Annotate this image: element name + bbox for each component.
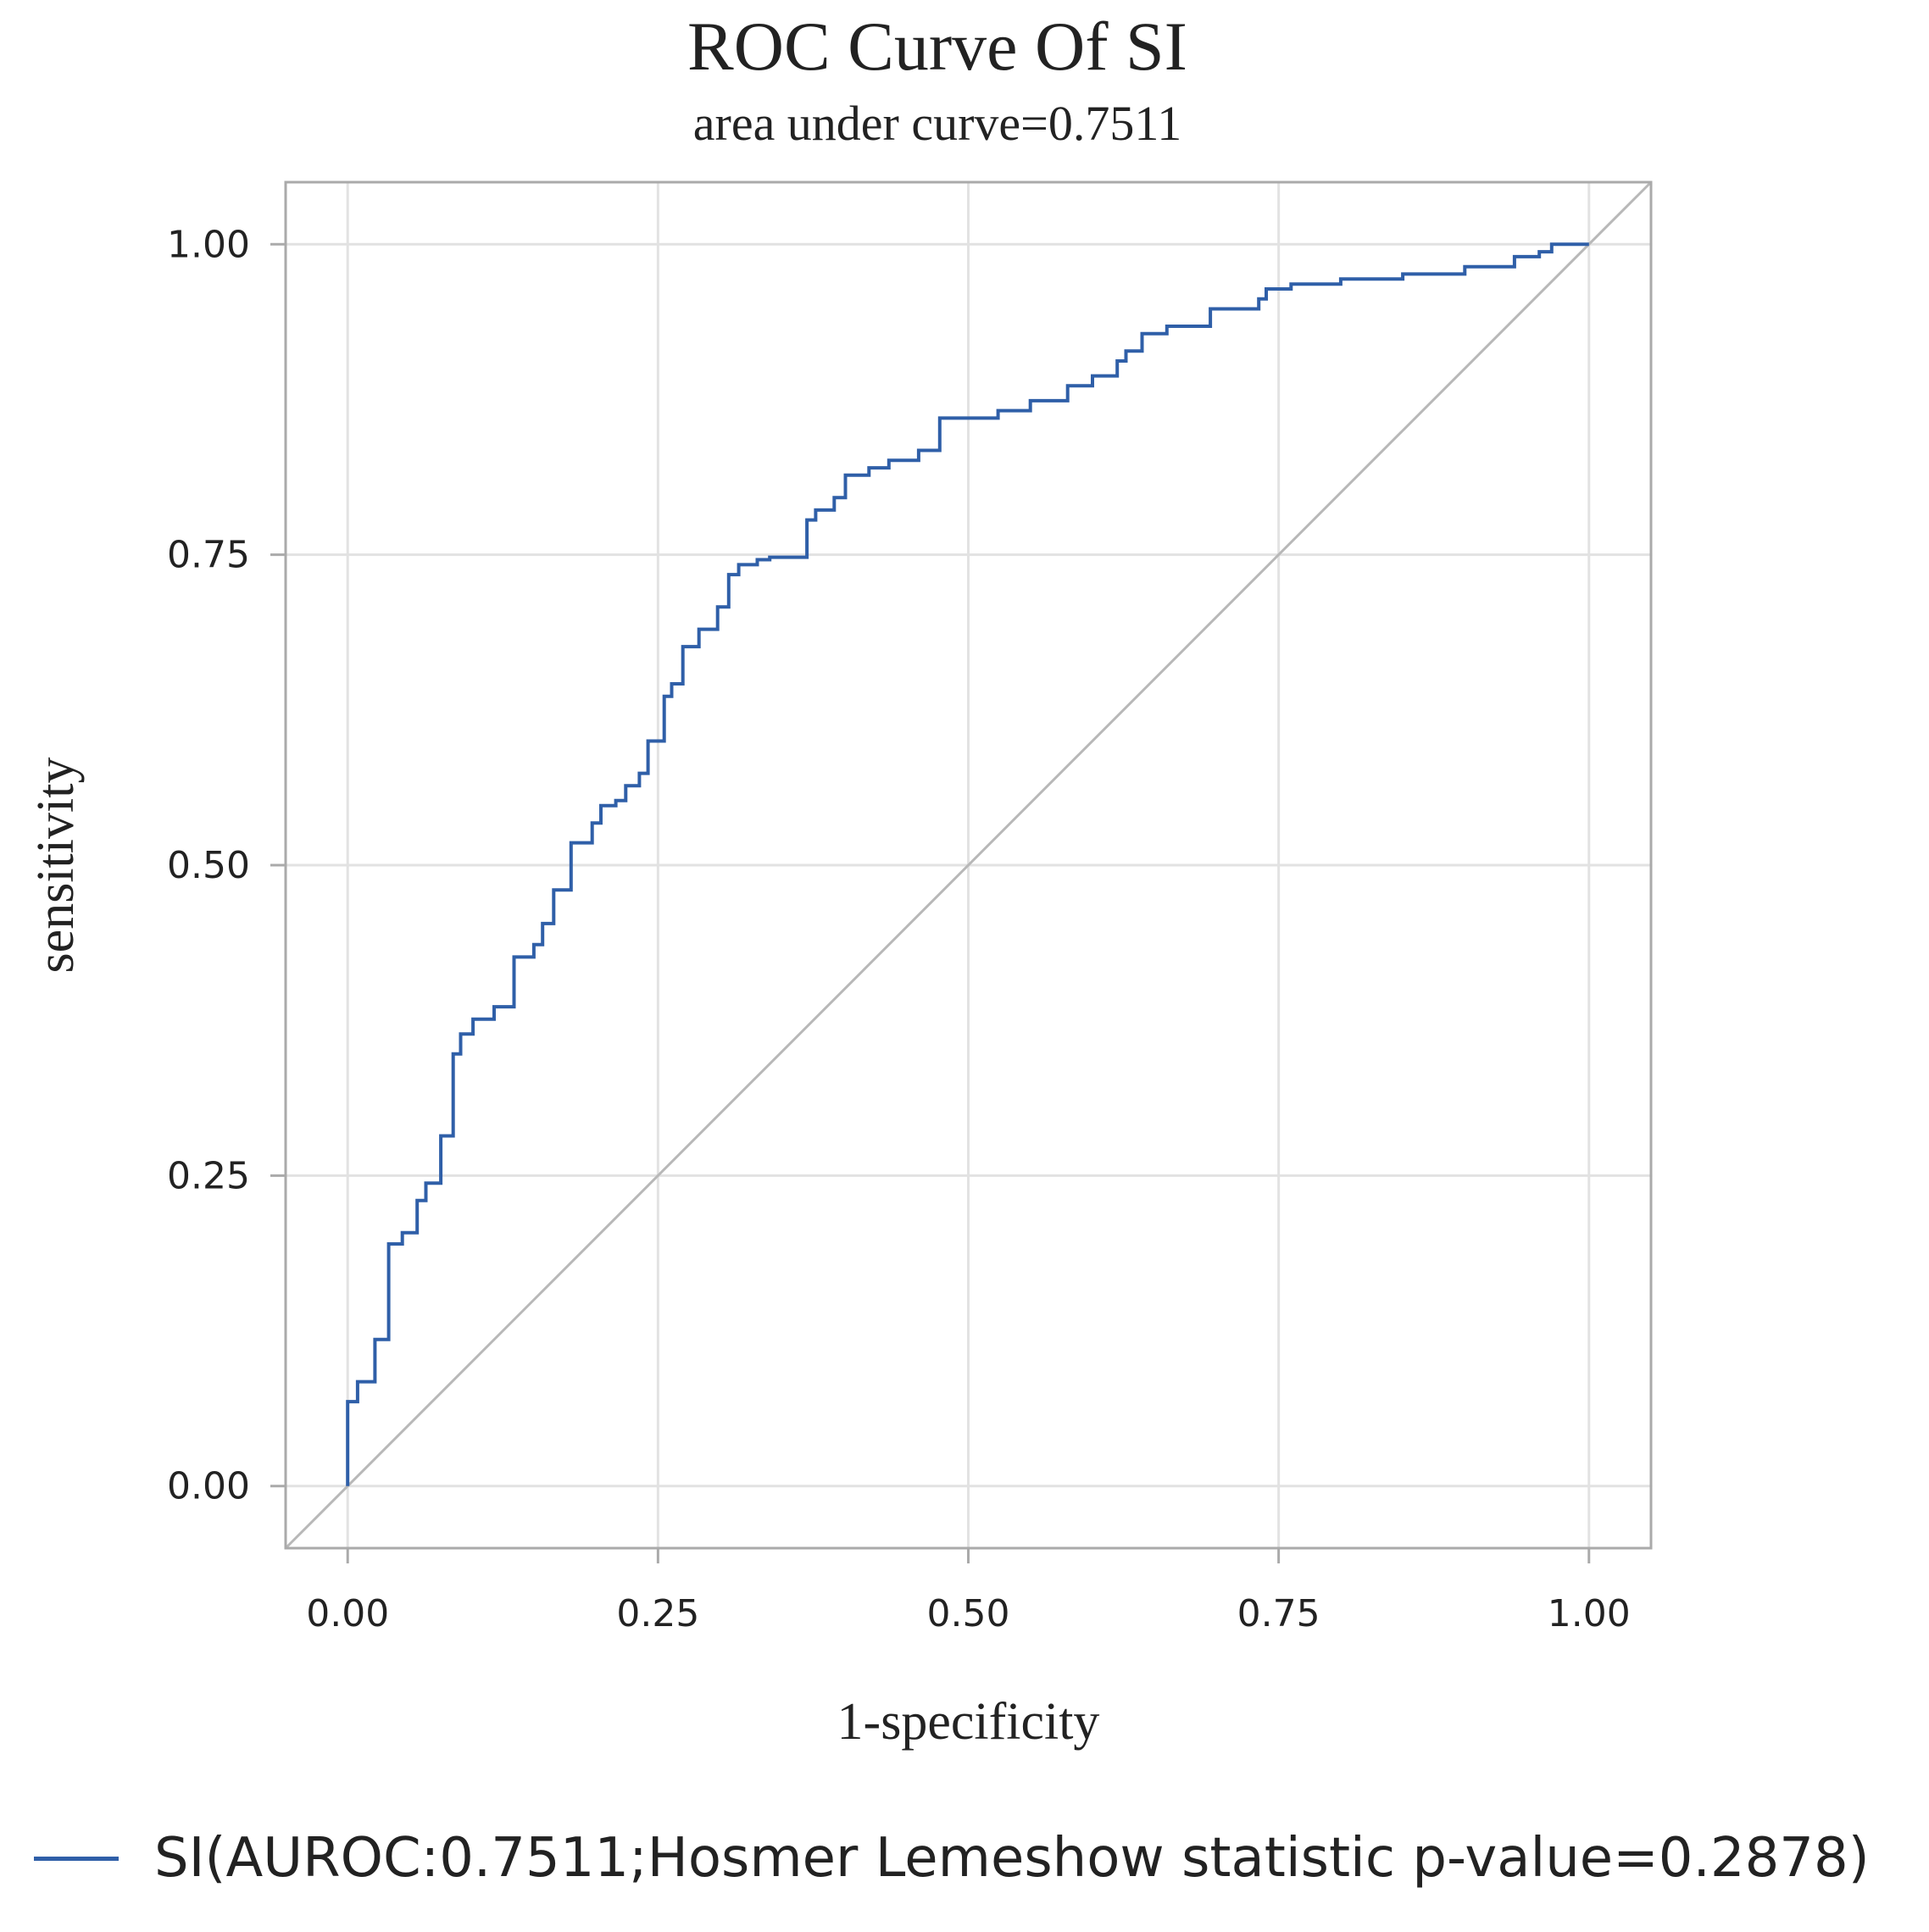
y-tick-label: 1.00 <box>167 223 250 266</box>
y-tick-label: 0.50 <box>167 844 250 887</box>
x-tick-label: 0.50 <box>927 1592 1010 1635</box>
x-tick-label: 1.00 <box>1548 1592 1631 1635</box>
x-tick-label: 0.00 <box>306 1592 389 1635</box>
reference-diagonal-line <box>284 180 1653 1550</box>
x-tick-label: 0.25 <box>616 1592 699 1635</box>
roc-curve-line <box>346 242 1589 1486</box>
y-tick-label: 0.75 <box>167 534 250 577</box>
x-axis-label: 1-specificity <box>837 1693 1100 1751</box>
legend-label: SI(AUROC:0.7511;Hosmer Lemeshow statisti… <box>154 1827 1870 1890</box>
legend-swatch <box>34 1856 119 1861</box>
x-tick-label: 0.75 <box>1237 1592 1320 1635</box>
chart-title: ROC Curve Of SI <box>687 8 1187 85</box>
y-axis-label: sensitivity <box>27 758 85 974</box>
chart-subtitle: area under curve=0.7511 <box>692 96 1182 151</box>
roc-chart: 0.00 0.25 0.50 0.75 1.00 0.00 0.25 0.50 0.75 1.00… <box>27 180 1653 1751</box>
y-tick-label: 0.00 <box>167 1465 250 1508</box>
legend: SI(AUROC:0.7511;Hosmer Lemeshow statisti… <box>34 1820 1870 1896</box>
y-tick-label: 0.25 <box>167 1154 250 1197</box>
